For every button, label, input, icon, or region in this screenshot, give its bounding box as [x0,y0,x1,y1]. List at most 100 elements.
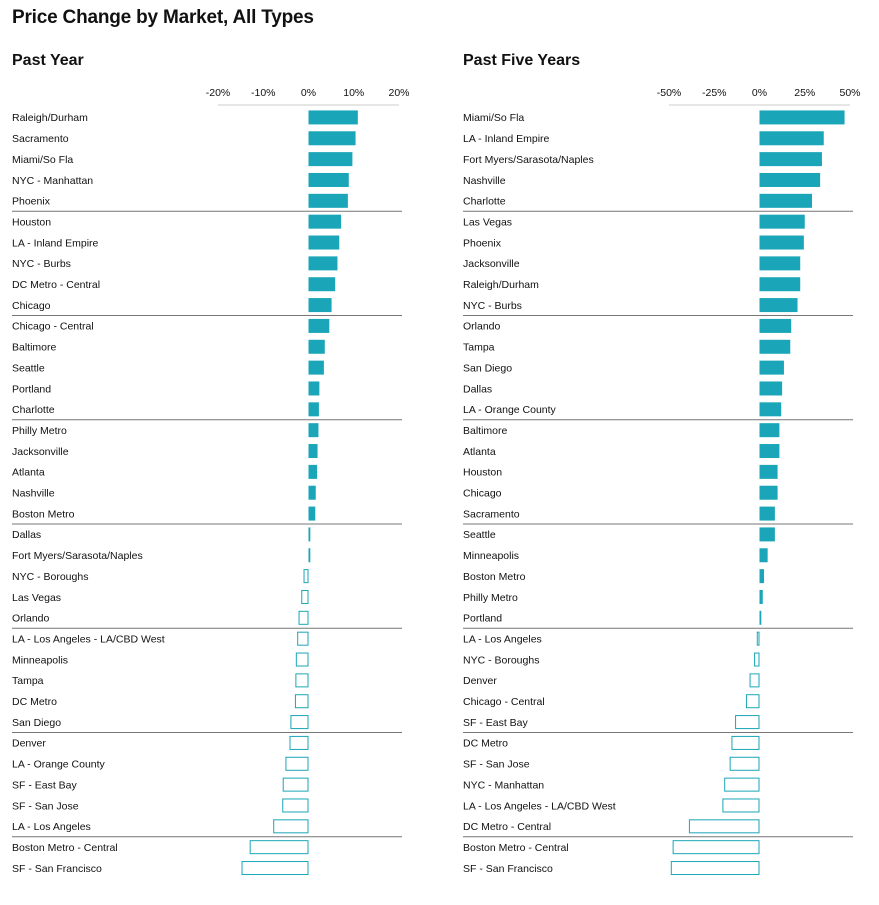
bar [759,444,780,459]
bar [308,402,319,417]
category-label: Philly Metro [463,592,518,604]
category-label: Boston Metro [463,571,526,583]
bar-negative [285,756,309,771]
chart-title: Past Five Years [463,52,581,69]
bar-negative [749,673,760,688]
category-label: DC Metro [463,738,508,750]
x-tick-label: -50% [657,87,682,99]
bar-negative [273,819,309,834]
category-label: Chicago - Central [12,321,94,333]
bar-negative [729,756,760,771]
bar-negative [731,735,760,750]
category-label: Atlanta [463,446,496,458]
bar [759,172,821,187]
category-label: LA - Inland Empire [463,133,550,145]
category-label: NYC - Manhattan [463,779,544,791]
bar [759,506,775,521]
bar-negative [289,735,309,750]
bar-negative [249,840,309,855]
bar [308,298,332,313]
bar-negative [295,652,309,667]
category-label: NYC - Manhattan [12,175,93,187]
category-label: Jacksonville [12,446,69,458]
bar [759,214,805,229]
chart-svg: -20% -10% 0% 10% 20% Raleigh/Durham Sacramento… [12,87,410,876]
bar [308,464,318,479]
category-label: LA - Los Angeles [463,633,542,645]
bar [759,193,812,208]
category-label: Portland [463,613,502,625]
category-label: LA - Orange County [12,759,106,771]
x-tick-label: 50% [839,87,860,99]
category-label: SF - East Bay [463,717,529,729]
category-label: Phoenix [463,237,502,249]
category-label: Fort Myers/Sarasota/Naples [12,550,143,562]
category-label: Dallas [463,383,492,395]
chart-past-year: Past Year -20% -10% 0% 10% 20% Raleigh/Durham… [12,50,422,900]
bar [308,548,311,563]
bar [308,485,316,500]
category-label: Atlanta [12,467,45,479]
category-label: LA - Los Angeles [12,821,91,833]
category-label: SF - East Bay [12,779,78,791]
category-label: Raleigh/Durham [12,112,88,124]
category-label: SF - San Francisco [463,863,553,875]
category-label: LA - Los Angeles - LA/CBD West [463,800,616,812]
bar [308,360,324,375]
category-label: DC Metro - Central [12,279,100,291]
category-label: Minneapolis [12,654,68,666]
category-label: Nashville [463,175,506,187]
x-tick-label: 10% [343,87,364,99]
bar [308,444,318,459]
category-label: NYC - Burbs [463,300,522,312]
category-label: SF - San Jose [463,759,530,771]
category-label: Seattle [12,362,45,374]
category-label: Minneapolis [463,550,519,562]
bar-negative [290,715,309,730]
bar [759,464,778,479]
category-label: Las Vegas [12,592,61,604]
bar [308,193,348,208]
page-title: Price Change by Market, All Types [12,7,314,28]
bar [308,152,353,167]
x-tick-label: -10% [251,87,276,99]
category-label: Denver [463,675,497,687]
bar-negative [282,798,309,813]
category-label: NYC - Boroughs [12,571,88,583]
category-label: Houston [12,216,51,228]
bar [759,339,791,354]
category-label: Orlando [12,613,50,625]
bar-negative [722,798,760,813]
bar [308,506,316,521]
bar [308,423,319,438]
bar-negative [241,861,309,876]
bar [308,110,358,125]
category-label: Tampa [12,675,44,687]
x-tick-label: -25% [702,87,727,99]
category-label: Dallas [12,529,41,541]
bar-negative [688,819,760,834]
category-label: LA - Orange County [463,404,557,416]
bar-negative [756,631,760,646]
category-label: DC Metro [12,696,57,708]
category-label: DC Metro - Central [463,821,551,833]
category-label: Sacramento [463,508,520,520]
bar-negative [670,861,760,876]
category-label: Charlotte [463,196,506,208]
bar-negative [745,694,760,709]
bar [759,485,778,500]
bar-negative [301,589,309,604]
category-label: SF - San Jose [12,800,79,812]
bar [759,423,780,438]
bar [759,235,804,250]
bar [759,360,784,375]
category-label: Phoenix [12,196,51,208]
bar [759,131,824,146]
bar [308,318,330,333]
bar [759,569,765,584]
bar-negative [724,777,760,792]
bar [308,527,311,542]
bar [308,256,338,271]
bar [759,318,792,333]
bar-negative [303,569,309,584]
